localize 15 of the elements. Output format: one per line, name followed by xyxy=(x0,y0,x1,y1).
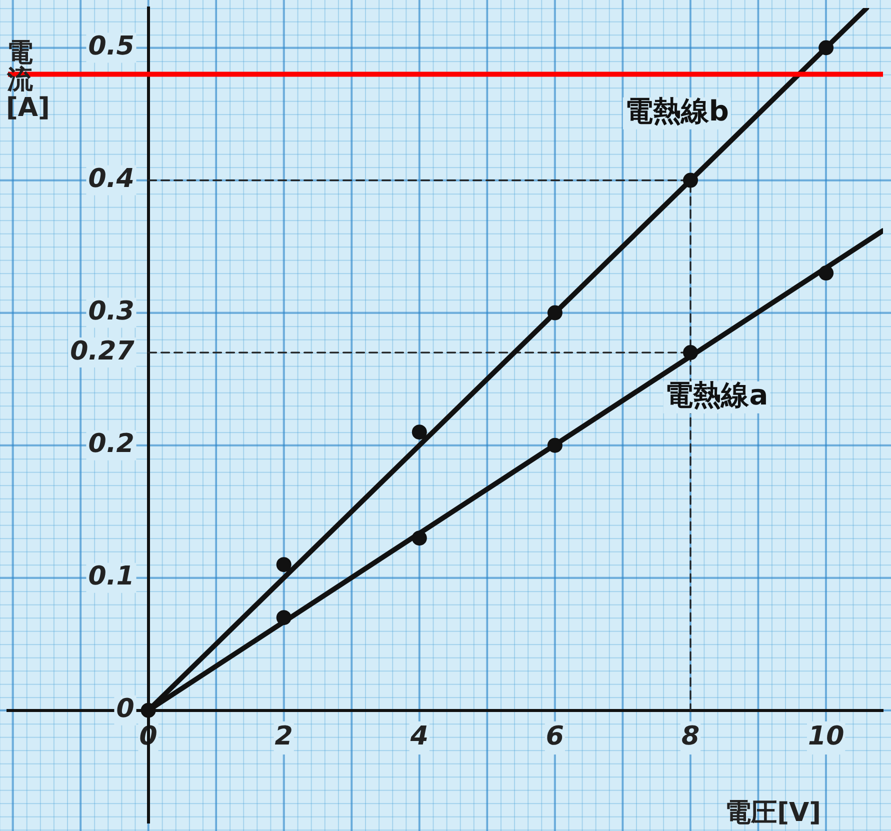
series-label: 電熱線a xyxy=(665,378,768,412)
x-tick-label: 10 xyxy=(808,722,844,752)
y-tick-label: 0.1 xyxy=(88,562,134,592)
x-tick-label: 6 xyxy=(546,722,564,752)
y-tick-label: 0 xyxy=(116,694,134,724)
x-tick-label: 8 xyxy=(681,722,700,752)
series-label: 電熱線b xyxy=(624,94,729,128)
y-tick-label: 0.2 xyxy=(88,429,134,460)
y-tick-label: 0.4 xyxy=(88,164,134,194)
y-tick-label: 0.3 xyxy=(88,296,134,327)
y-tick-label: 0.27 xyxy=(70,336,136,366)
y-tick-label: 0.5 xyxy=(88,32,134,62)
x-tick-label: 2 xyxy=(274,722,293,752)
x-tick-label: 4 xyxy=(409,722,428,752)
x-axis-title: 電圧[V] xyxy=(725,798,821,828)
